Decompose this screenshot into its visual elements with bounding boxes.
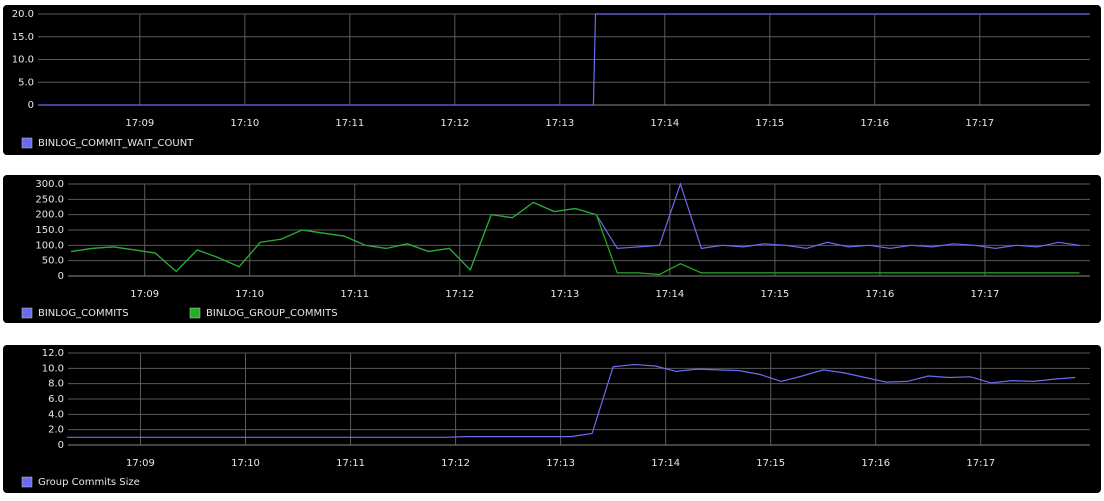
x-tick-label: 17:11 — [340, 289, 369, 300]
y-tick-label: 12.0 — [42, 348, 64, 359]
series-line — [71, 201, 1080, 276]
x-tick-label: 17:09 — [130, 289, 159, 300]
y-tick-label: 50.0 — [42, 256, 64, 267]
y-tick-label: 250.0 — [35, 194, 64, 205]
y-tick-label: 10.0 — [12, 55, 34, 66]
x-tick-label: 17:14 — [650, 118, 679, 129]
x-tick-label: 17:16 — [866, 289, 895, 300]
y-tick-label: 200.0 — [35, 210, 64, 221]
legend-swatch — [21, 137, 33, 149]
legend-swatch — [189, 307, 201, 319]
legend-label: BINLOG_COMMIT_WAIT_COUNT — [38, 138, 194, 149]
x-tick-label: 17:17 — [971, 289, 1000, 300]
panel — [3, 5, 1101, 155]
x-tick-label: 17:15 — [760, 289, 789, 300]
x-tick-label: 17:17 — [966, 458, 995, 469]
x-tick-label: 17:12 — [441, 458, 470, 469]
y-tick-label: 4.0 — [48, 409, 64, 420]
x-tick-label: 17:14 — [651, 458, 680, 469]
legend-label: Group Commits Size — [38, 477, 140, 488]
y-tick-label: 2.0 — [48, 425, 64, 436]
x-tick-label: 17:10 — [231, 458, 260, 469]
y-tick-label: 20.0 — [12, 9, 34, 20]
x-tick-label: 17:16 — [860, 118, 889, 129]
y-tick-label: 0 — [58, 271, 64, 282]
legend-label: BINLOG_COMMITS — [38, 308, 129, 319]
legend-swatch — [21, 476, 33, 488]
x-tick-label: 17:12 — [440, 118, 469, 129]
x-tick-label: 17:10 — [235, 289, 264, 300]
x-tick-label: 17:13 — [550, 289, 579, 300]
x-tick-label: 17:13 — [546, 458, 575, 469]
x-tick-label: 17:13 — [545, 118, 574, 129]
x-tick-label: 17:09 — [126, 458, 155, 469]
x-tick-label: 17:09 — [125, 118, 154, 129]
y-tick-label: 300.0 — [35, 179, 64, 190]
y-tick-label: 0 — [28, 100, 34, 111]
series-line — [66, 363, 1076, 438]
panel — [3, 175, 1101, 323]
panel — [3, 345, 1101, 493]
x-tick-label: 17:12 — [445, 289, 474, 300]
y-tick-label: 10.0 — [42, 363, 64, 374]
y-tick-label: 0 — [58, 440, 64, 451]
x-tick-label: 17:15 — [756, 458, 785, 469]
y-tick-label: 150.0 — [35, 225, 64, 236]
x-tick-label: 17:16 — [861, 458, 890, 469]
legend-swatch — [21, 307, 33, 319]
y-tick-label: 6.0 — [48, 394, 64, 405]
x-tick-label: 17:17 — [965, 118, 994, 129]
series-line — [38, 13, 1090, 106]
y-tick-label: 5.0 — [18, 77, 34, 88]
y-tick-label: 8.0 — [48, 379, 64, 390]
y-tick-label: 15.0 — [12, 32, 34, 43]
x-tick-label: 17:10 — [230, 118, 259, 129]
legend-label: BINLOG_GROUP_COMMITS — [206, 308, 338, 319]
y-tick-label: 100.0 — [35, 240, 64, 251]
x-tick-label: 17:14 — [655, 289, 684, 300]
x-tick-label: 17:11 — [336, 458, 365, 469]
x-tick-label: 17:15 — [755, 118, 784, 129]
x-tick-label: 17:11 — [335, 118, 364, 129]
